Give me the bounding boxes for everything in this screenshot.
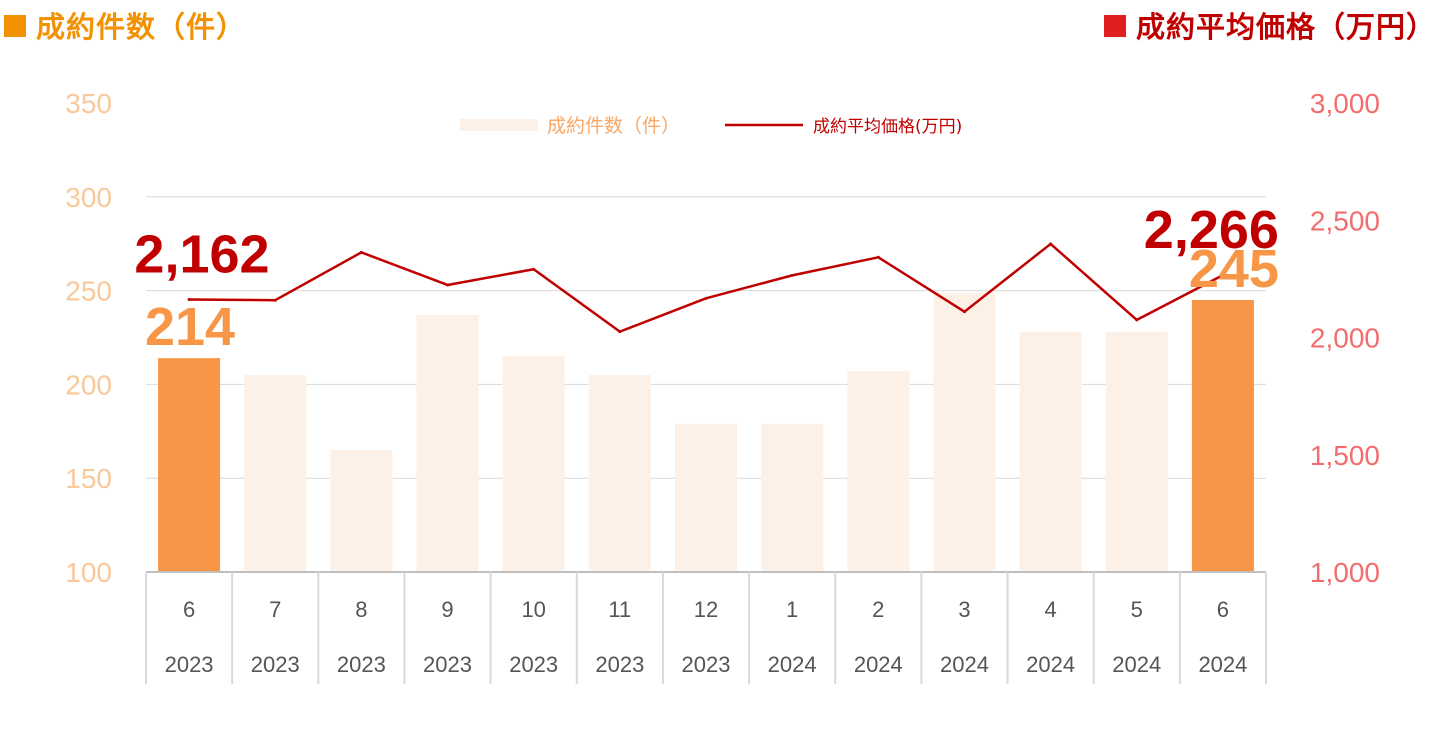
x-tick-year: 2023 (509, 652, 558, 677)
legend-bar-swatch (460, 119, 538, 131)
price-point (1135, 318, 1139, 322)
category-axis: 6202372023820239202310202311202312202312… (145, 571, 1267, 684)
bar (502, 356, 565, 572)
price-callout: 2,162 (134, 225, 269, 285)
bar (847, 371, 910, 572)
left-axis-header-label: 成約件数（件） (36, 10, 247, 44)
y-right-tick: 1,000 (1310, 557, 1380, 588)
x-tick-year: 2024 (854, 652, 903, 677)
x-tick-month: 5 (1131, 597, 1143, 622)
right-axis-header-label: 成約平均価格（万円） (1135, 10, 1436, 44)
bar (416, 314, 479, 572)
x-tick-year: 2023 (595, 652, 644, 677)
bar (1191, 299, 1254, 572)
bar (330, 450, 393, 572)
x-tick-month: 9 (441, 597, 453, 622)
y-left-tick: 250 (65, 276, 112, 307)
x-tick-month: 10 (521, 597, 545, 622)
legend-line-label: 成約平均価格(万円) (813, 117, 962, 137)
x-tick-month: 4 (1044, 597, 1056, 622)
bar (761, 423, 824, 572)
bar (1105, 331, 1168, 572)
price-point (1221, 273, 1225, 277)
x-tick-month: 12 (694, 597, 718, 622)
price-point (1049, 242, 1053, 246)
price-point (359, 250, 363, 254)
legend: 成約件数（件） 成約平均価格(万円) (460, 115, 962, 137)
x-tick-year: 2024 (768, 652, 817, 677)
bar (675, 423, 737, 572)
price-point (704, 296, 708, 300)
y-right-tick: 1,500 (1310, 440, 1380, 471)
price-point (187, 298, 191, 302)
x-tick-month: 6 (1217, 597, 1229, 622)
x-tick-month: 7 (269, 597, 281, 622)
x-tick-year: 2024 (940, 652, 989, 677)
x-tick-year: 2024 (1026, 652, 1075, 677)
price-point (532, 267, 536, 271)
bar (244, 375, 307, 572)
x-tick-month: 6 (183, 597, 195, 622)
y-right-tick: 2,000 (1310, 323, 1380, 354)
x-tick-month: 11 (608, 597, 631, 622)
y-right-tick: 3,000 (1310, 88, 1380, 119)
y-left-tick: 100 (65, 557, 112, 588)
legend-bar-label: 成約件数（件） (547, 115, 680, 137)
value-axes: 100 150 200 250 300 350 1,000 1,500 2,000 2,500 3,… (65, 88, 1380, 588)
x-tick-year: 2024 (1112, 652, 1161, 677)
x-tick-month: 2 (872, 597, 884, 622)
price-point (618, 330, 622, 334)
y-right-tick: 2,500 (1310, 205, 1380, 236)
y-left-tick: 200 (65, 369, 112, 400)
left-axis-header: 成約件数（件） (4, 4, 246, 46)
price-point (273, 298, 277, 302)
bar (1019, 331, 1082, 572)
bar (933, 292, 996, 572)
y-left-tick: 350 (65, 88, 112, 119)
bar (588, 375, 651, 572)
x-tick-year: 2023 (423, 652, 472, 677)
x-tick-month: 8 (355, 597, 367, 622)
x-tick-year: 2024 (1198, 652, 1247, 677)
square-icon (4, 15, 26, 37)
price-point (962, 310, 966, 314)
y-left-tick: 150 (65, 463, 112, 494)
price-point (790, 273, 794, 277)
x-tick-year: 2023 (251, 652, 300, 677)
price-point (446, 283, 450, 287)
x-tick-year: 2023 (337, 652, 386, 677)
square-icon (1103, 15, 1126, 37)
count-callout: 214 (145, 297, 235, 357)
bar (158, 358, 221, 572)
bar-series (158, 292, 1254, 572)
right-axis-header: 成約平均価格（万円） (1103, 4, 1436, 46)
y-left-tick: 300 (65, 182, 112, 213)
x-tick-month: 3 (958, 597, 970, 622)
line-series (187, 242, 1225, 334)
price-point (876, 255, 880, 259)
price-callout: 2,266 (1144, 200, 1279, 260)
x-tick-year: 2023 (682, 652, 731, 677)
x-tick-month: 1 (786, 597, 798, 622)
price-line (189, 242, 1224, 333)
count-callout: 245 (1189, 239, 1279, 299)
x-tick-year: 2023 (165, 652, 214, 677)
